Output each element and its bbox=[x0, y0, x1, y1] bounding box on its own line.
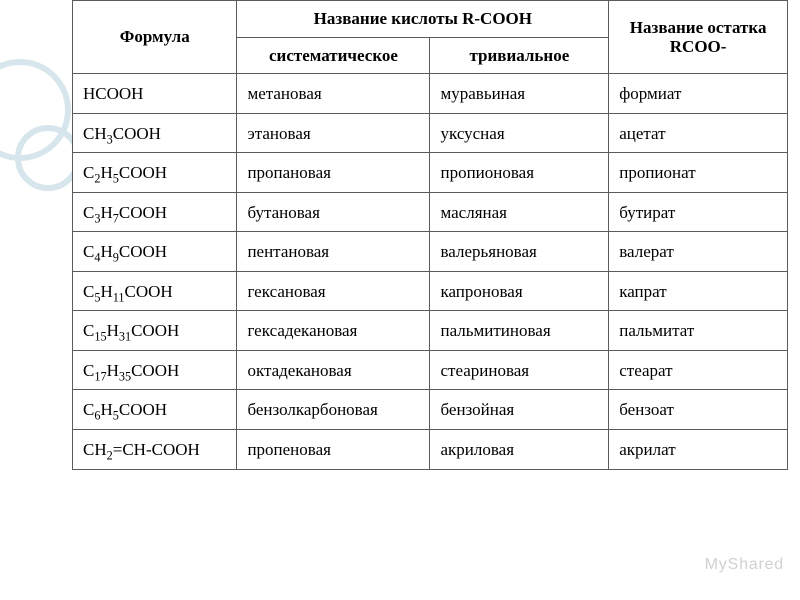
cell-systematic: гексадекановая bbox=[237, 311, 430, 351]
table-row: C15H31COOHгексадекановаяпальмитиноваяпал… bbox=[73, 311, 788, 351]
col-head-formula: Формула bbox=[73, 1, 237, 74]
cell-systematic: этановая bbox=[237, 113, 430, 153]
cell-residue: бутират bbox=[609, 192, 788, 232]
col-head-trivial: тривиальное bbox=[430, 37, 609, 74]
cell-systematic: бутановая bbox=[237, 192, 430, 232]
cell-formula: C3H7COOH bbox=[73, 192, 237, 232]
table-row: HCOOHметановаямуравьинаяформиат bbox=[73, 74, 788, 114]
col-head-systematic: систематическое bbox=[237, 37, 430, 74]
cell-trivial: масляная bbox=[430, 192, 609, 232]
cell-formula: HCOOH bbox=[73, 74, 237, 114]
cell-trivial: муравьиная bbox=[430, 74, 609, 114]
cell-residue: ацетат bbox=[609, 113, 788, 153]
cell-formula: C2H5COOH bbox=[73, 153, 237, 193]
cell-systematic: гексановая bbox=[237, 271, 430, 311]
cell-formula: CH2=CH-COOH bbox=[73, 430, 237, 470]
cell-formula: C15H31COOH bbox=[73, 311, 237, 351]
acid-table-container: Формула Название кислоты R-COOH Название… bbox=[72, 0, 788, 470]
table-row: CH2=CH-COOHпропеноваяакриловаяакрилат bbox=[73, 430, 788, 470]
cell-residue: пальмитат bbox=[609, 311, 788, 351]
cell-formula: C17H35COOH bbox=[73, 350, 237, 390]
cell-systematic: пропановая bbox=[237, 153, 430, 193]
cell-trivial: пропионовая bbox=[430, 153, 609, 193]
cell-formula: C6H5COOH bbox=[73, 390, 237, 430]
cell-residue: стеарат bbox=[609, 350, 788, 390]
cell-systematic: пропеновая bbox=[237, 430, 430, 470]
table-row: C4H9COOHпентановаявалерьяноваявалерат bbox=[73, 232, 788, 272]
cell-formula: CH3COOH bbox=[73, 113, 237, 153]
cell-trivial: бензойная bbox=[430, 390, 609, 430]
cell-systematic: бензолкарбоновая bbox=[237, 390, 430, 430]
table-row: C3H7COOHбутановаямаслянаябутират bbox=[73, 192, 788, 232]
table-row: C5H11COOHгексановаякапроноваякапрат bbox=[73, 271, 788, 311]
table-row: C17H35COOHоктадекановаястеариноваястеара… bbox=[73, 350, 788, 390]
cell-trivial: уксусная bbox=[430, 113, 609, 153]
cell-trivial: капроновая bbox=[430, 271, 609, 311]
table-header-row-1: Формула Название кислоты R-COOH Название… bbox=[73, 1, 788, 38]
cell-residue: валерат bbox=[609, 232, 788, 272]
table-row: C6H5COOHбензолкарбоноваябензойнаябензоат bbox=[73, 390, 788, 430]
table-row: C2H5COOHпропановаяпропионоваяпропионат bbox=[73, 153, 788, 193]
cell-systematic: метановая bbox=[237, 74, 430, 114]
cell-residue: пропионат bbox=[609, 153, 788, 193]
cell-systematic: пентановая bbox=[237, 232, 430, 272]
cell-residue: бензоат bbox=[609, 390, 788, 430]
cell-systematic: октадекановая bbox=[237, 350, 430, 390]
cell-formula: C4H9COOH bbox=[73, 232, 237, 272]
cell-trivial: акриловая bbox=[430, 430, 609, 470]
cell-trivial: валерьяновая bbox=[430, 232, 609, 272]
table-row: CH3COOHэтановаяуксуснаяацетат bbox=[73, 113, 788, 153]
cell-residue: формиат bbox=[609, 74, 788, 114]
col-head-acid-name: Название кислоты R-COOH bbox=[237, 1, 609, 38]
col-head-residue: Название остатка RCOO- bbox=[609, 1, 788, 74]
acid-table: Формула Название кислоты R-COOH Название… bbox=[72, 0, 788, 470]
cell-trivial: стеариновая bbox=[430, 350, 609, 390]
cell-trivial: пальмитиновая bbox=[430, 311, 609, 351]
watermark-text: MyShared bbox=[705, 556, 784, 574]
cell-formula: C5H11COOH bbox=[73, 271, 237, 311]
cell-residue: акрилат bbox=[609, 430, 788, 470]
cell-residue: капрат bbox=[609, 271, 788, 311]
